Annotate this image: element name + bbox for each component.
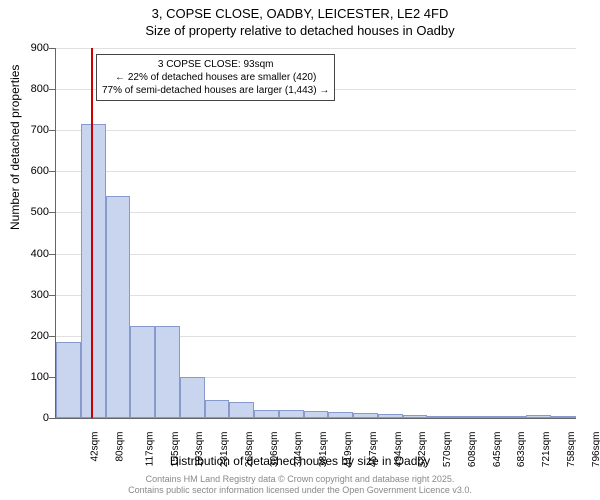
histogram-bar	[477, 416, 502, 418]
histogram-bar	[254, 410, 279, 418]
ytick	[49, 48, 55, 49]
ytick-label: 900	[19, 42, 49, 54]
ytick-label: 600	[19, 165, 49, 177]
annotation-line3: 77% of semi-detached houses are larger (…	[102, 84, 329, 97]
histogram-bar	[551, 416, 576, 418]
chart-title: 3, COPSE CLOSE, OADBY, LEICESTER, LE2 4F…	[0, 0, 600, 40]
gridline	[56, 212, 576, 213]
annotation-line1: 3 COPSE CLOSE: 93sqm	[102, 58, 329, 71]
ytick-label: 300	[19, 289, 49, 301]
ytick-label: 100	[19, 371, 49, 383]
title-address: 3, COPSE CLOSE, OADBY, LEICESTER, LE2 4F…	[0, 6, 600, 23]
histogram-bar	[328, 412, 353, 418]
ytick	[49, 377, 55, 378]
gridline	[56, 171, 576, 172]
histogram-bar	[502, 416, 527, 418]
histogram-bar	[353, 413, 378, 418]
ytick-label: 500	[19, 206, 49, 218]
annotation-line2: ← 22% of detached houses are smaller (42…	[102, 71, 329, 84]
ytick-label: 400	[19, 248, 49, 260]
ytick	[49, 295, 55, 296]
histogram-bar	[180, 377, 205, 418]
ytick-label: 700	[19, 124, 49, 136]
ytick	[49, 336, 55, 337]
annotation-box: 3 COPSE CLOSE: 93sqm ← 22% of detached h…	[96, 54, 335, 101]
ytick	[49, 212, 55, 213]
title-subtitle: Size of property relative to detached ho…	[0, 23, 600, 40]
histogram-bar	[452, 416, 477, 418]
reference-marker	[91, 48, 93, 418]
histogram-bar	[304, 411, 329, 418]
ytick-label: 200	[19, 330, 49, 342]
histogram-bar	[205, 400, 230, 419]
histogram-bar	[378, 414, 403, 418]
histogram-bar	[155, 326, 180, 419]
gridline	[56, 295, 576, 296]
histogram-bar	[130, 326, 155, 419]
histogram-bar	[427, 416, 452, 418]
ytick-label: 0	[19, 412, 49, 424]
ytick	[49, 254, 55, 255]
ytick	[49, 130, 55, 131]
ytick	[49, 89, 55, 90]
histogram-bar	[403, 415, 428, 418]
footer-line1: Contains HM Land Registry data © Crown c…	[0, 474, 600, 485]
chart-container: 3, COPSE CLOSE, OADBY, LEICESTER, LE2 4F…	[0, 0, 600, 500]
chart-area: 3 COPSE CLOSE: 93sqm ← 22% of detached h…	[55, 48, 575, 418]
x-axis-label: Distribution of detached houses by size …	[0, 454, 600, 468]
footer-line2: Contains public sector information licen…	[0, 485, 600, 496]
histogram-bar	[526, 415, 551, 418]
y-axis-label: Number of detached properties	[8, 65, 22, 230]
gridline	[56, 130, 576, 131]
ytick	[49, 418, 55, 419]
histogram-bar	[279, 410, 304, 418]
histogram-bar	[229, 402, 254, 418]
footer-attribution: Contains HM Land Registry data © Crown c…	[0, 474, 600, 496]
gridline	[56, 48, 576, 49]
histogram-bar	[106, 196, 131, 418]
gridline	[56, 254, 576, 255]
ytick-label: 800	[19, 83, 49, 95]
plot-region: 3 COPSE CLOSE: 93sqm ← 22% of detached h…	[55, 48, 576, 419]
histogram-bar	[56, 342, 81, 418]
ytick	[49, 171, 55, 172]
